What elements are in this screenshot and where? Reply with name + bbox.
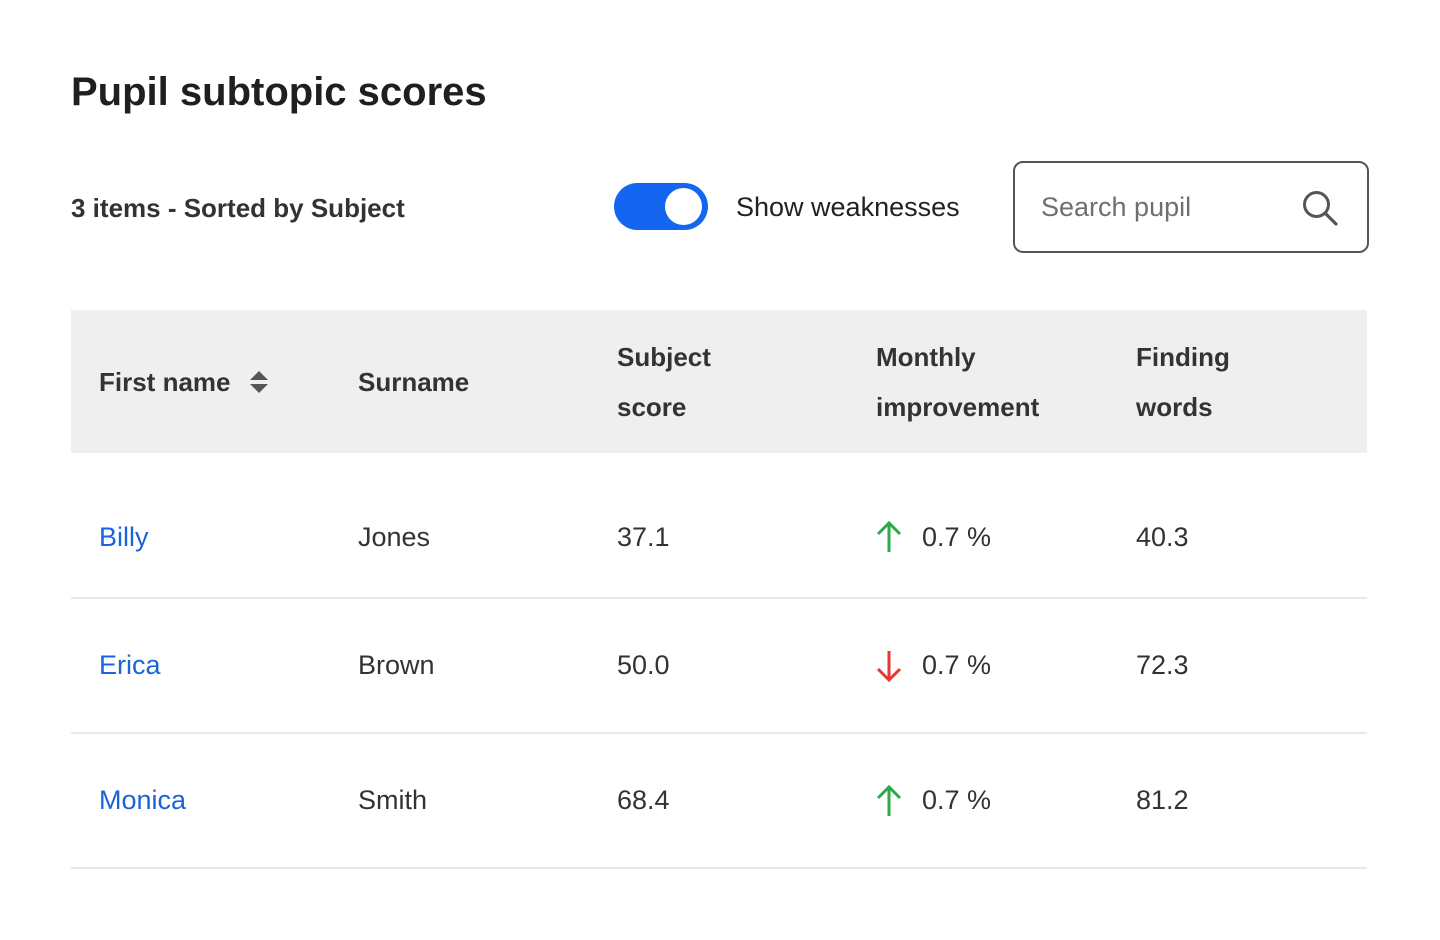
- items-summary: 3 items - Sorted by Subject: [71, 193, 405, 223]
- show-weaknesses-toggle[interactable]: [614, 183, 708, 230]
- pupil-link[interactable]: Monica: [99, 785, 187, 815]
- improvement-value: 0.7 %: [922, 521, 992, 552]
- header-finding-words: Finding words: [1136, 310, 1230, 453]
- subject-score-cell: 50.0: [617, 650, 670, 680]
- sort-icon[interactable]: [249, 369, 269, 395]
- header-finding-words-label: Finding words: [1136, 341, 1230, 422]
- pupil-link[interactable]: Billy: [99, 521, 149, 552]
- surname-cell: Jones: [358, 521, 431, 552]
- surname-cell: Brown: [358, 650, 435, 680]
- header-first-name[interactable]: First name: [99, 310, 269, 453]
- table-row: Billy Jones 37.1 0.7 % 40.3: [71, 453, 1367, 599]
- search-box[interactable]: [1013, 161, 1369, 253]
- subject-score-cell: 37.1: [617, 521, 670, 552]
- finding-words-cell: 40.3: [1136, 521, 1189, 552]
- page-title: Pupil subtopic scores: [71, 70, 487, 114]
- table-row: Monica Smith 68.4 0.7 % 81.2: [71, 734, 1367, 869]
- search-icon[interactable]: [1301, 189, 1339, 227]
- toggle-knob: [665, 188, 702, 225]
- subject-score-cell: 68.4: [617, 785, 670, 815]
- header-surname: Surname: [358, 310, 469, 453]
- improvement-value: 0.7 %: [922, 650, 992, 680]
- table-header: First name Surname Subject score Monthly i…: [71, 310, 1367, 453]
- monthly-improvement-cell: 0.7 %: [876, 453, 991, 609]
- arrow-down-icon: [876, 650, 902, 682]
- arrow-up-icon: [876, 784, 902, 816]
- header-monthly-improvement: Monthly improvement: [876, 310, 1039, 453]
- header-subject-score-label: Subject score: [617, 341, 711, 422]
- header-surname-label: Surname: [358, 366, 470, 397]
- finding-words-cell: 81.2: [1136, 785, 1189, 815]
- pupil-scores-table: First name Surname Subject score Monthly i…: [71, 310, 1367, 869]
- improvement-value: 0.7 %: [922, 785, 992, 815]
- finding-words-cell: 72.3: [1136, 650, 1189, 680]
- show-weaknesses-label: Show weaknesses: [736, 192, 960, 222]
- header-subject-score: Subject score: [617, 310, 711, 453]
- monthly-improvement-cell: 0.7 %: [876, 734, 991, 867]
- monthly-improvement-cell: 0.7 %: [876, 599, 991, 732]
- arrow-up-icon: [876, 520, 902, 552]
- search-input[interactable]: [1041, 183, 1291, 231]
- surname-cell: Smith: [358, 785, 428, 815]
- header-first-name-label: First name: [99, 366, 231, 397]
- table-row: Erica Brown 50.0 0.7 % 72.3: [71, 599, 1367, 734]
- header-monthly-improvement-label: Monthly improvement: [876, 341, 1040, 422]
- pupil-link[interactable]: Erica: [99, 650, 161, 680]
